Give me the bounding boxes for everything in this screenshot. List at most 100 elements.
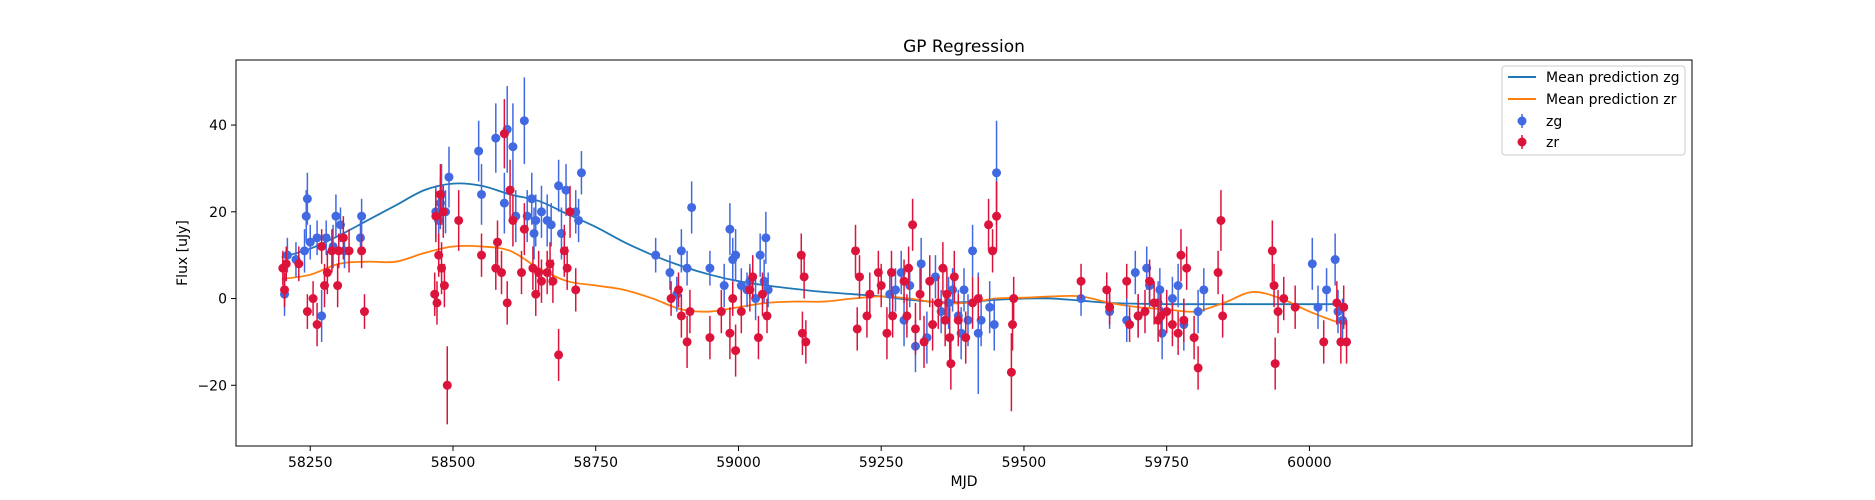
data-point-zr	[493, 237, 503, 247]
legend-marker-zr	[1517, 137, 1527, 147]
x-tick-label: 59000	[716, 455, 761, 471]
y-tick-label: 0	[218, 292, 227, 308]
data-point-zr	[1009, 294, 1019, 304]
data-point-zr	[322, 268, 332, 278]
y-tick-label: −20	[197, 378, 227, 394]
data-point-zr	[942, 289, 952, 299]
data-point-zg	[651, 250, 661, 260]
data-point-zr	[431, 211, 441, 221]
data-point-zr	[945, 333, 955, 343]
legend-label-zg-points: zg	[1546, 114, 1562, 130]
data-point-zr	[317, 241, 327, 251]
data-point-zr	[1149, 298, 1159, 308]
data-point-zr	[302, 307, 312, 317]
data-point-zg	[305, 237, 315, 247]
data-point-zr	[904, 263, 914, 273]
data-point-zr	[1269, 281, 1279, 291]
data-point-zg	[302, 194, 312, 204]
data-point-zr	[554, 350, 564, 360]
data-point-zr	[1076, 276, 1086, 286]
legend-label-zr-points: zr	[1546, 135, 1559, 151]
x-axis-ticks: 58250 58500 58750 59000 59250 59500 59750 60000	[288, 446, 1332, 471]
data-point-zr	[946, 359, 956, 369]
data-point-zr	[1332, 298, 1342, 308]
data-point-zr	[439, 281, 449, 291]
y-axis-label: Flux [uJy]	[175, 220, 191, 286]
series-zr	[278, 99, 1352, 425]
data-point-zg	[1330, 255, 1340, 265]
data-point-zr	[1267, 246, 1277, 256]
data-point-zg	[301, 211, 311, 221]
data-point-zg	[1167, 294, 1177, 304]
data-point-zg	[916, 259, 926, 269]
data-point-zr	[1319, 337, 1329, 347]
data-point-zg	[574, 215, 584, 225]
data-point-zg	[554, 181, 564, 191]
data-point-zr	[731, 346, 741, 356]
data-point-zr	[357, 246, 367, 256]
data-point-zr	[1122, 276, 1132, 286]
data-point-zr	[1189, 333, 1199, 343]
data-point-zr	[753, 333, 763, 343]
data-point-zr	[928, 320, 938, 330]
data-point-zg	[761, 233, 771, 243]
data-point-zg	[282, 250, 292, 260]
data-point-zr	[430, 289, 440, 299]
data-point-zr	[281, 259, 291, 269]
data-point-zr	[748, 272, 758, 282]
data-point-zg	[529, 228, 539, 238]
data-point-zg	[1155, 285, 1165, 295]
data-point-zr	[333, 281, 343, 291]
data-point-zr	[908, 220, 918, 230]
data-point-zg	[477, 189, 487, 199]
data-point-zr	[344, 246, 354, 256]
data-point-zr	[716, 307, 726, 317]
data-point-zg	[959, 285, 969, 295]
data-point-zr	[1006, 367, 1016, 377]
data-point-zg	[531, 215, 541, 225]
data-point-zr	[757, 289, 767, 299]
data-point-zr	[1270, 359, 1280, 369]
data-point-zr	[899, 276, 909, 286]
data-point-zg	[687, 202, 697, 212]
data-point-zr	[953, 315, 963, 325]
data-point-zg	[546, 220, 556, 230]
data-point-zg	[491, 133, 501, 143]
plot-frame	[235, 59, 1693, 447]
data-point-zg	[321, 233, 331, 243]
data-point-zg	[355, 233, 365, 243]
prediction-lines	[281, 182, 1347, 326]
data-point-zr	[973, 294, 983, 304]
data-point-zr	[1213, 268, 1223, 278]
data-point-zr	[925, 276, 935, 286]
data-point-zg	[992, 168, 1002, 178]
data-point-zg	[444, 172, 454, 182]
data-point-zr	[1125, 320, 1135, 330]
data-point-zr	[961, 333, 971, 343]
legend-box	[1501, 65, 1686, 156]
data-point-zg	[968, 246, 978, 256]
data-point-zr	[477, 250, 487, 260]
x-tick-label: 58500	[431, 455, 476, 471]
data-point-zr	[502, 298, 512, 308]
data-point-zr	[516, 268, 526, 278]
x-tick-label: 59250	[859, 455, 904, 471]
data-point-zr	[1145, 276, 1155, 286]
data-point-zr	[562, 263, 572, 273]
data-point-zr	[508, 215, 518, 225]
data-point-zr	[280, 285, 290, 295]
data-point-zr	[886, 268, 896, 278]
x-tick-label: 58250	[288, 455, 333, 471]
data-point-zr	[851, 246, 861, 256]
data-point-zg	[682, 263, 692, 273]
mean-prediction-line-zr	[281, 244, 1347, 326]
data-point-zg	[1313, 302, 1323, 312]
data-point-zr	[497, 268, 507, 278]
data-point-zr	[933, 298, 943, 308]
data-point-zr	[571, 285, 581, 295]
data-point-zg	[989, 320, 999, 330]
data-point-zg	[755, 250, 765, 260]
data-point-zg	[1130, 268, 1140, 278]
data-point-zr	[888, 311, 898, 321]
